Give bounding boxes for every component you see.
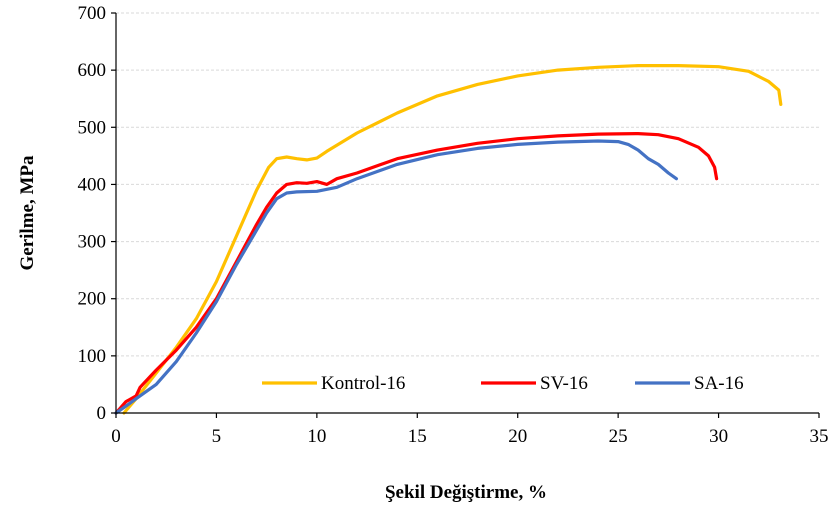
y-tick-label: 500 xyxy=(78,117,107,138)
legend-label-sv-16: SV-16 xyxy=(540,373,588,394)
y-tick-label: 700 xyxy=(78,3,107,24)
x-axis-title: Şekil Değiştirme, % xyxy=(385,482,547,503)
legend: Kontrol-16 SV-16 SA-16 xyxy=(262,373,744,394)
series-line-kontrol-16 xyxy=(122,63,783,415)
axes xyxy=(111,12,820,418)
y-tick-label: 300 xyxy=(78,232,107,253)
series-line-sa-16 xyxy=(114,139,678,415)
y-tick-label: 0 xyxy=(97,403,107,424)
legend-label-kontrol-16: Kontrol-16 xyxy=(321,373,405,394)
y-tick-label: 200 xyxy=(78,289,107,310)
x-tick-label: 25 xyxy=(609,426,628,447)
y-tick-label: 600 xyxy=(78,60,107,81)
grid xyxy=(116,12,819,357)
x-tick-label: 10 xyxy=(307,426,326,447)
y-tick-label: 400 xyxy=(78,174,107,195)
tick-labels: 0 100 200 300 400 500 600 700 0 5 10 15 20 25 30 35 xyxy=(78,3,829,447)
y-tick-label: 100 xyxy=(78,346,107,367)
x-tick-label: 0 xyxy=(111,426,121,447)
x-tick-label: 30 xyxy=(709,426,728,447)
legend-label-sa-16: SA-16 xyxy=(694,373,744,394)
series-lines xyxy=(114,63,783,415)
x-tick-label: 15 xyxy=(408,426,427,447)
x-tick-label: 35 xyxy=(810,426,829,447)
y-axis-title: Gerilme, MPa xyxy=(17,155,38,271)
x-tick-label: 5 xyxy=(212,426,222,447)
series-line-sv-16 xyxy=(114,132,719,415)
x-tick-label: 20 xyxy=(508,426,527,447)
